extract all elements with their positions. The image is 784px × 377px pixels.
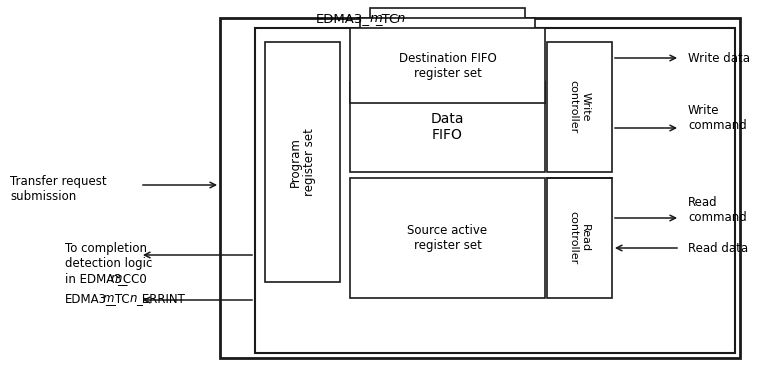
Text: Transfer request
submission: Transfer request submission <box>10 175 107 203</box>
Text: m: m <box>370 12 383 25</box>
Bar <box>350 28 545 103</box>
Text: Write
controller: Write controller <box>568 80 590 133</box>
Bar <box>370 8 525 83</box>
Text: To completion
detection logic
in EDMA3_: To completion detection logic in EDMA3_ <box>65 242 152 285</box>
Bar <box>360 18 535 93</box>
Text: _TC: _TC <box>109 292 129 305</box>
Text: _ERRINT: _ERRINT <box>136 292 185 305</box>
Bar <box>255 28 735 353</box>
Text: EDMA3_: EDMA3_ <box>65 292 113 305</box>
Text: _TC: _TC <box>375 12 398 25</box>
Bar <box>350 178 545 298</box>
Text: Write
command: Write command <box>688 104 746 132</box>
Text: Data
FIFO: Data FIFO <box>430 112 464 142</box>
Text: Read
command: Read command <box>688 196 746 224</box>
Text: Read
controller: Read controller <box>568 211 590 265</box>
Text: EDMA3_: EDMA3_ <box>316 12 370 25</box>
Text: Destination FIFO
register set: Destination FIFO register set <box>398 52 496 80</box>
Bar <box>547 178 612 298</box>
Text: Write data: Write data <box>688 52 750 64</box>
Bar <box>220 18 740 358</box>
Bar <box>265 42 340 282</box>
Text: Program
register set: Program register set <box>289 128 317 196</box>
Text: n: n <box>130 292 137 305</box>
Bar <box>547 42 612 172</box>
Text: n: n <box>397 12 405 25</box>
Text: Read data: Read data <box>688 242 748 254</box>
Text: m: m <box>111 272 122 285</box>
Text: Source active
register set: Source active register set <box>408 224 488 252</box>
Text: _CC0: _CC0 <box>117 272 147 285</box>
Text: m: m <box>103 292 114 305</box>
Bar <box>350 82 545 172</box>
